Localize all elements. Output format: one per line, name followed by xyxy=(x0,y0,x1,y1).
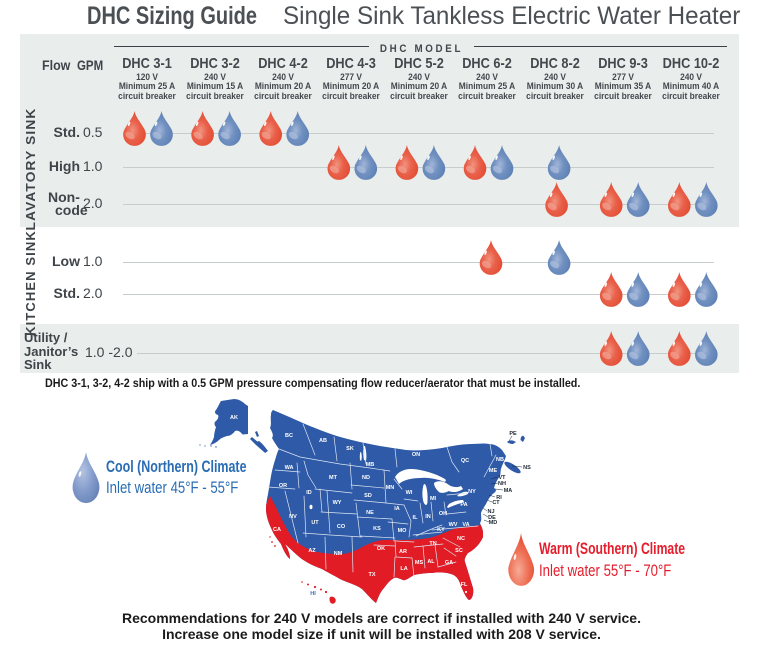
svg-text:ME: ME xyxy=(489,468,498,474)
svg-text:WA: WA xyxy=(285,465,294,471)
svg-text:CA: CA xyxy=(273,527,281,533)
svg-text:SK: SK xyxy=(346,446,354,452)
svg-text:NM: NM xyxy=(334,551,343,557)
svg-text:OR: OR xyxy=(279,483,287,489)
svg-text:MA: MA xyxy=(504,488,513,494)
svg-text:KS: KS xyxy=(373,526,381,532)
svg-text:VT: VT xyxy=(498,475,506,481)
svg-text:ID: ID xyxy=(306,490,312,496)
svg-text:AR: AR xyxy=(399,549,407,555)
svg-text:TX: TX xyxy=(368,572,375,578)
svg-text:BC: BC xyxy=(285,433,293,439)
svg-text:SD: SD xyxy=(364,493,372,499)
svg-text:ND: ND xyxy=(362,475,370,481)
svg-text:AL: AL xyxy=(427,559,435,565)
svg-text:MB: MB xyxy=(366,462,375,468)
svg-text:IN: IN xyxy=(425,514,431,520)
svg-text:OH: OH xyxy=(439,511,447,517)
svg-text:MD: MD xyxy=(489,520,498,526)
svg-text:SC: SC xyxy=(455,548,463,554)
svg-text:GA: GA xyxy=(445,560,453,566)
svg-text:FL: FL xyxy=(461,582,468,588)
svg-text:NV: NV xyxy=(289,514,297,520)
svg-text:NY: NY xyxy=(468,489,476,495)
svg-text:DE: DE xyxy=(488,515,496,521)
svg-text:IL: IL xyxy=(413,515,419,521)
svg-text:RI: RI xyxy=(496,495,502,501)
svg-text:WY: WY xyxy=(333,500,342,506)
svg-text:NC: NC xyxy=(457,536,465,542)
svg-text:QC: QC xyxy=(461,458,469,464)
svg-text:AB: AB xyxy=(319,438,327,444)
svg-text:IA: IA xyxy=(394,506,400,512)
svg-text:UT: UT xyxy=(311,520,319,526)
svg-text:HI: HI xyxy=(310,591,316,597)
svg-text:NE: NE xyxy=(366,510,374,516)
svg-text:NB: NB xyxy=(496,457,504,463)
svg-text:LA: LA xyxy=(400,566,407,572)
svg-text:AZ: AZ xyxy=(308,548,316,554)
svg-text:PE: PE xyxy=(509,431,517,437)
svg-text:ON: ON xyxy=(412,452,420,458)
svg-text:CO: CO xyxy=(337,524,346,530)
svg-text:WV: WV xyxy=(449,522,458,528)
svg-text:WI: WI xyxy=(406,490,413,496)
svg-text:NH: NH xyxy=(498,481,506,487)
svg-text:VA: VA xyxy=(462,522,469,528)
svg-text:OK: OK xyxy=(377,546,385,552)
svg-text:CT: CT xyxy=(492,500,500,506)
svg-text:PA: PA xyxy=(460,502,467,508)
svg-text:AK: AK xyxy=(230,415,238,421)
svg-text:TN: TN xyxy=(429,541,436,547)
svg-text:KY: KY xyxy=(437,527,445,533)
svg-text:NS: NS xyxy=(523,465,531,471)
svg-text:MI: MI xyxy=(430,496,437,502)
svg-text:MS: MS xyxy=(415,560,424,566)
svg-text:MO: MO xyxy=(398,528,408,534)
svg-text:MT: MT xyxy=(329,475,338,481)
svg-text:MN: MN xyxy=(386,485,395,491)
svg-text:NJ: NJ xyxy=(487,509,494,515)
